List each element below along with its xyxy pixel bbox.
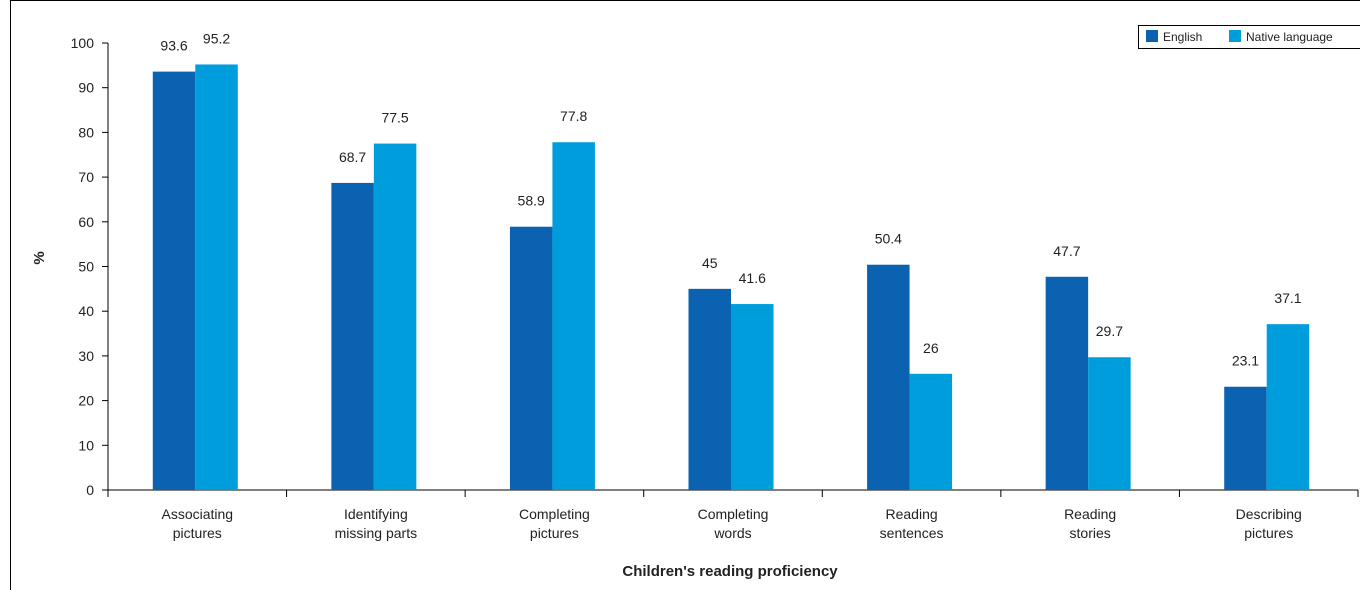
- value-label: 58.9: [518, 193, 545, 209]
- legend-swatch: [1146, 30, 1158, 42]
- legend-label: English: [1163, 30, 1202, 44]
- bars: [152, 64, 1310, 491]
- x-tick-label: Associating pictures: [161, 506, 233, 541]
- y-axis: 0 10 20 30 40 50 60 70 80 90 100: [71, 35, 109, 498]
- y-tick-label: 10: [78, 437, 94, 453]
- y-axis-title: %: [31, 251, 48, 264]
- y-tick-label: 0: [86, 482, 94, 498]
- y-tick-label: 30: [78, 348, 94, 364]
- value-label: 95.2: [203, 30, 230, 46]
- bar-english: [509, 226, 553, 491]
- value-label: 41.6: [739, 270, 766, 286]
- bar-english: [1045, 276, 1089, 490]
- bar-native-language: [1088, 357, 1131, 490]
- y-tick-label: 40: [78, 303, 94, 319]
- value-label: 93.6: [160, 38, 187, 54]
- chart-frame: [10, 0, 1360, 590]
- x-tick-label: Completing words: [698, 506, 769, 541]
- value-labels: 93.6 95.2 68.7 77.5 58.9 77.8 45 41.6 50.4 26 47.7…: [160, 30, 1301, 368]
- value-label: 50.4: [875, 231, 902, 247]
- y-tick-label: 60: [78, 214, 94, 230]
- bar-native-language: [373, 143, 417, 490]
- value-label: 47.7: [1053, 243, 1080, 259]
- value-label: 26: [923, 340, 939, 356]
- bar-english: [331, 182, 374, 490]
- bar-english: [688, 288, 731, 490]
- bar-english: [1224, 386, 1267, 490]
- value-label: 23.1: [1232, 353, 1259, 369]
- bar-native-language: [552, 142, 595, 490]
- bar-english: [152, 71, 196, 490]
- y-tick-label: 80: [78, 124, 94, 140]
- legend: English Native language: [1138, 25, 1360, 49]
- value-label: 68.7: [339, 149, 366, 165]
- y-tick-label: 70: [78, 169, 94, 185]
- bar-native-language: [909, 373, 953, 490]
- bar-native-language: [1266, 324, 1310, 490]
- value-label: 29.7: [1096, 323, 1123, 339]
- x-axis-title: Children's reading proficiency: [622, 563, 838, 580]
- bar-native-language: [731, 304, 774, 490]
- legend-label: Native language: [1246, 30, 1333, 44]
- value-label: 77.8: [560, 108, 587, 124]
- value-label: 37.1: [1274, 290, 1301, 306]
- y-tick-label: 50: [78, 259, 94, 275]
- legend-swatch: [1229, 30, 1241, 42]
- legend-box: [1138, 25, 1360, 49]
- x-tick-label: Reading stories: [1064, 506, 1116, 541]
- x-tick-label: Identifying missing parts: [335, 506, 417, 541]
- y-tick-label: 20: [78, 393, 94, 409]
- y-tick-label: 90: [78, 80, 94, 96]
- x-tick-label: Completing pictures: [519, 506, 590, 541]
- x-tick-label: Describing pictures: [1236, 506, 1302, 541]
- value-label: 77.5: [381, 110, 408, 126]
- y-tick-label: 100: [71, 35, 95, 51]
- value-label: 45: [702, 255, 718, 271]
- bar-native-language: [195, 64, 238, 491]
- bar-english: [867, 264, 910, 490]
- x-axis: Associating pictures Identifying missing pa…: [107, 489, 1359, 541]
- x-tick-label: Reading sentences: [880, 506, 944, 541]
